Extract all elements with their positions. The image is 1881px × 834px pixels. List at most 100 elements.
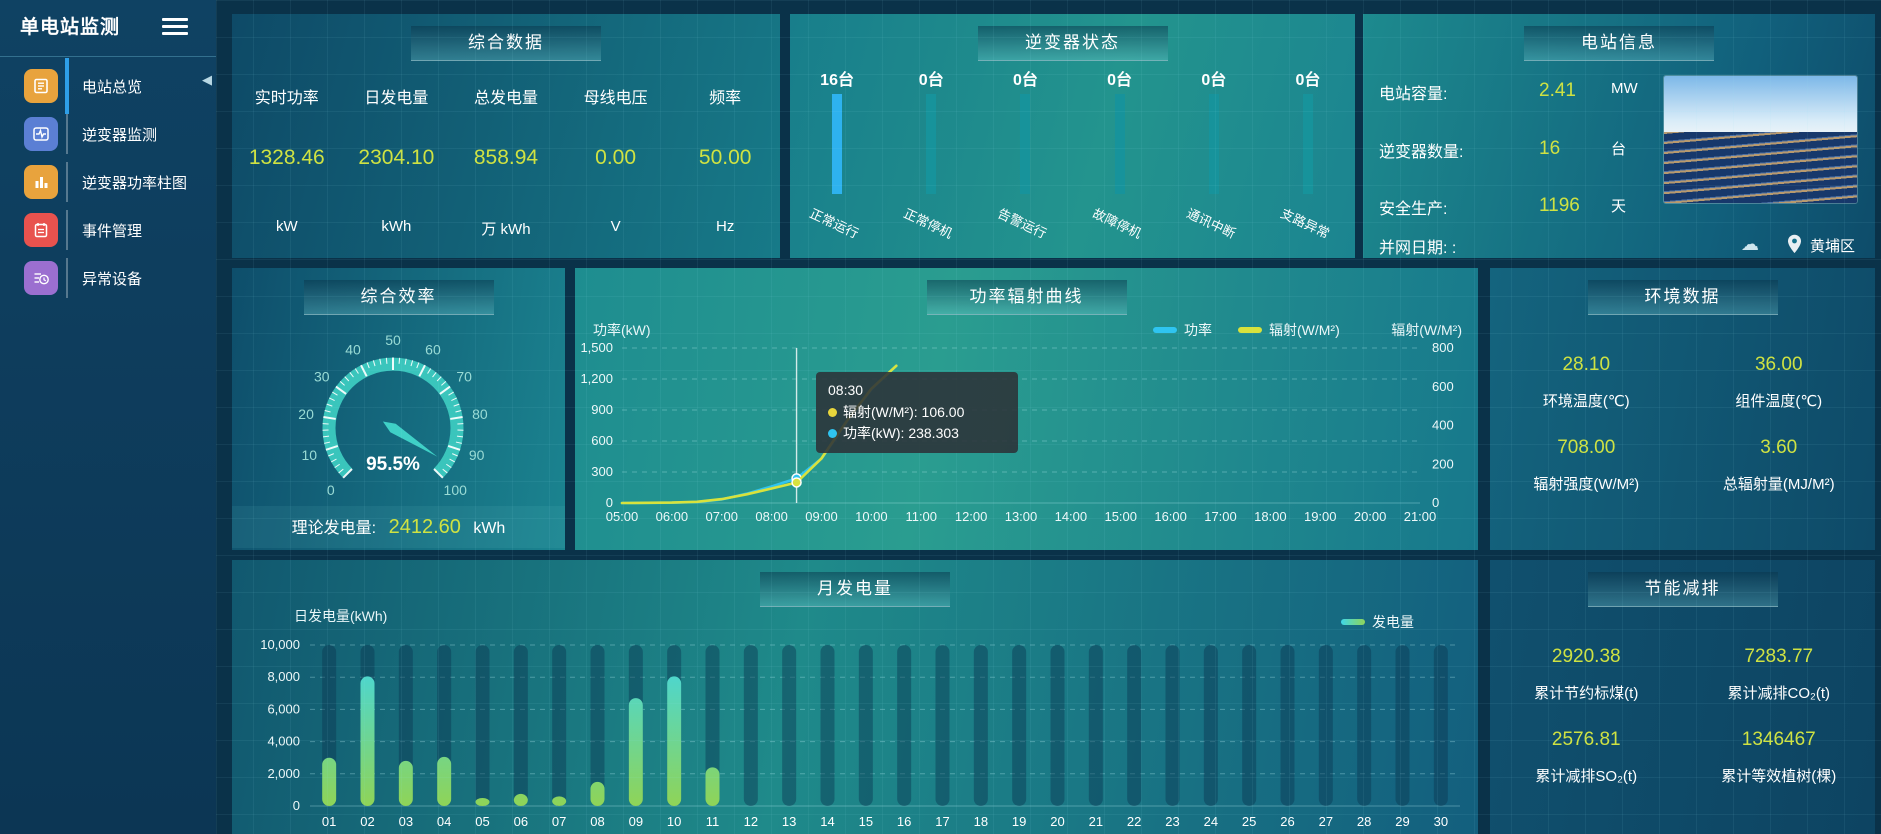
- sidebar-item-station-overview[interactable]: 电站总览: [0, 58, 216, 114]
- gauge-tick: [324, 409, 331, 413]
- gauge-tick: [372, 360, 376, 367]
- curve-legend: 功率 辐射(W/M²): [1153, 320, 1340, 340]
- x-tick: 11: [706, 814, 720, 829]
- monthly-generation-chart[interactable]: 0 2,000 4,000 6,000 8,000 10,000 01 02 03 04 05 06 0…: [232, 560, 1478, 834]
- legend-swatch: [1341, 619, 1365, 625]
- gauge-needle: [382, 421, 438, 457]
- legend-power[interactable]: 功率: [1153, 320, 1212, 340]
- bar-background: [1242, 645, 1257, 806]
- panel-header: 环境数据: [1587, 280, 1778, 315]
- monthly-axis-title: 日发电量(kWh): [294, 608, 388, 624]
- safe-production-row: 安全生产: 1196 天: [1379, 195, 1627, 218]
- x-tick: 28: [1357, 814, 1371, 829]
- location-pin-icon: [1788, 234, 1801, 253]
- bar-day-02: [360, 676, 375, 806]
- x-tick: 05:00: [606, 509, 639, 524]
- bar-background: [1203, 645, 1218, 806]
- inverter-monitor-icon: [24, 117, 58, 151]
- sidebar-item-label: 逆变器功率柱图: [82, 175, 188, 192]
- x-tick: 20:00: [1354, 509, 1387, 524]
- y-left-tick: 300: [591, 464, 613, 479]
- y-tick: 0: [293, 798, 300, 813]
- bar-chart-icon: [24, 165, 58, 199]
- sidebar-item-event-management[interactable]: 事件管理: [0, 206, 216, 254]
- bar-background: [973, 645, 988, 806]
- gauge-tick: [439, 385, 451, 395]
- y-tick: 6,000: [267, 701, 300, 716]
- gauge-label: 30: [314, 368, 330, 384]
- power-radiation-chart[interactable]: 0 300 600 900 1,200 1,500 0 200 400 600 800 05:00 06…: [575, 268, 1478, 550]
- gauge-tick: [449, 458, 456, 463]
- event-clipboard-icon: [24, 213, 58, 247]
- hamburger-menu-icon[interactable]: [162, 14, 188, 39]
- gauge-tick: [410, 360, 414, 367]
- bar-background: [1088, 645, 1103, 806]
- y-left-tick: 0: [606, 495, 613, 510]
- y-left-tick: 1,500: [580, 340, 613, 355]
- panel-overview-data: 综合数据 实时功率 1328.46 kW 日发电量 2304.10 kWh 总发…: [232, 14, 780, 258]
- gauge-label: 20: [298, 406, 314, 422]
- legend-radiation[interactable]: 辐射(W/M²): [1238, 320, 1340, 340]
- gauge-label: 0: [327, 482, 335, 498]
- y-left-tick: 1,200: [580, 371, 613, 386]
- efficiency-gauge[interactable]: 0 10 20 30 40 50 60 70 80 90 100: [232, 268, 565, 550]
- bar-day-10: [667, 676, 682, 806]
- panel-power-radiation-curve: 功率辐射曲线 功率(kW) 辐射(W/M²) 功率 辐射(W/M²) 0 300 6…: [575, 268, 1478, 550]
- gauge-tick: [366, 362, 370, 369]
- gauge-tick: [398, 357, 401, 364]
- tooltip-radiation: 辐射(W/M²): 106.00: [828, 402, 1006, 424]
- gauge-tick: [448, 391, 454, 396]
- gauge-label: 60: [425, 342, 441, 358]
- x-tick: 13:00: [1005, 509, 1038, 524]
- gauge-tick: [455, 409, 462, 413]
- gauge-label: 80: [472, 406, 488, 422]
- x-tick: 24: [1204, 814, 1218, 829]
- x-tick: 06:00: [656, 509, 689, 524]
- sidebar-item-inverter-power-bars[interactable]: 逆变器功率柱图: [0, 158, 216, 206]
- saving-coal: 2920.38 累计节约标煤(t): [1534, 646, 1639, 702]
- panel-header: 综合数据: [411, 26, 601, 61]
- saving-grid: 2920.38 累计节约标煤(t) 7283.77 累计减排CO₂(t) 257…: [1490, 620, 1875, 786]
- gauge-tick: [328, 453, 335, 457]
- gauge-label: 100: [444, 482, 468, 498]
- gauge-tick: [323, 415, 336, 420]
- gauge-hub: [389, 424, 397, 432]
- bar-background: [782, 645, 797, 806]
- metric-bus-voltage: 母线电压 0.00 V: [583, 90, 648, 235]
- sidebar-item-label: 逆变器监测: [82, 127, 158, 144]
- bar-background: [820, 645, 835, 806]
- saving-trees: 1346467 累计等效植树(棵): [1721, 729, 1837, 785]
- status-normal-running: 16台 正常运行: [807, 72, 861, 242]
- weather-cloud-icon: ☁: [1741, 234, 1759, 254]
- sidebar-item-inverter-monitor[interactable]: 逆变器监测: [0, 110, 216, 158]
- x-tick: 16: [897, 814, 911, 829]
- gauge-tick: [339, 381, 345, 386]
- bar-background: [1280, 645, 1295, 806]
- status-normal-stopped: 0台 正常停机: [901, 72, 956, 242]
- x-tick: 26: [1280, 814, 1294, 829]
- gauge-tick: [441, 381, 447, 386]
- metric-total-generation: 总发电量 858.94 万 kWh: [473, 90, 539, 238]
- bar-background: [513, 645, 528, 806]
- gauge-tick: [379, 358, 382, 365]
- inverter-count-row: 逆变器数量: 16 台: [1379, 138, 1627, 161]
- y-right-tick: 800: [1432, 340, 1454, 355]
- x-tick: 08:00: [755, 509, 788, 524]
- gauge-tick: [442, 468, 448, 474]
- monthly-legend[interactable]: 发电量: [1341, 612, 1414, 632]
- item-divider: [66, 114, 68, 154]
- panel-monthly-generation: 月发电量 日发电量(kWh) 发电量 0 2,000 4,000 6,000 8,000…: [232, 560, 1478, 834]
- saving-co2: 7283.77 累计减排CO₂(t): [1727, 646, 1830, 702]
- x-tick: 12:00: [955, 509, 988, 524]
- abnormal-device-icon: [24, 261, 58, 295]
- bar-day-08: [590, 781, 605, 806]
- panel-header: 综合效率: [303, 280, 494, 315]
- bar-day-05: [475, 797, 490, 806]
- metric-frequency: 频率 50.00 Hz: [698, 90, 752, 235]
- sidebar-item-abnormal-devices[interactable]: 异常设备: [0, 254, 216, 302]
- bar-background: [858, 645, 873, 806]
- x-tick: 07:00: [705, 509, 738, 524]
- sidebar-collapse-icon[interactable]: ◀: [202, 72, 212, 87]
- x-tick: 21: [1089, 814, 1103, 829]
- gauge-tick: [326, 403, 333, 407]
